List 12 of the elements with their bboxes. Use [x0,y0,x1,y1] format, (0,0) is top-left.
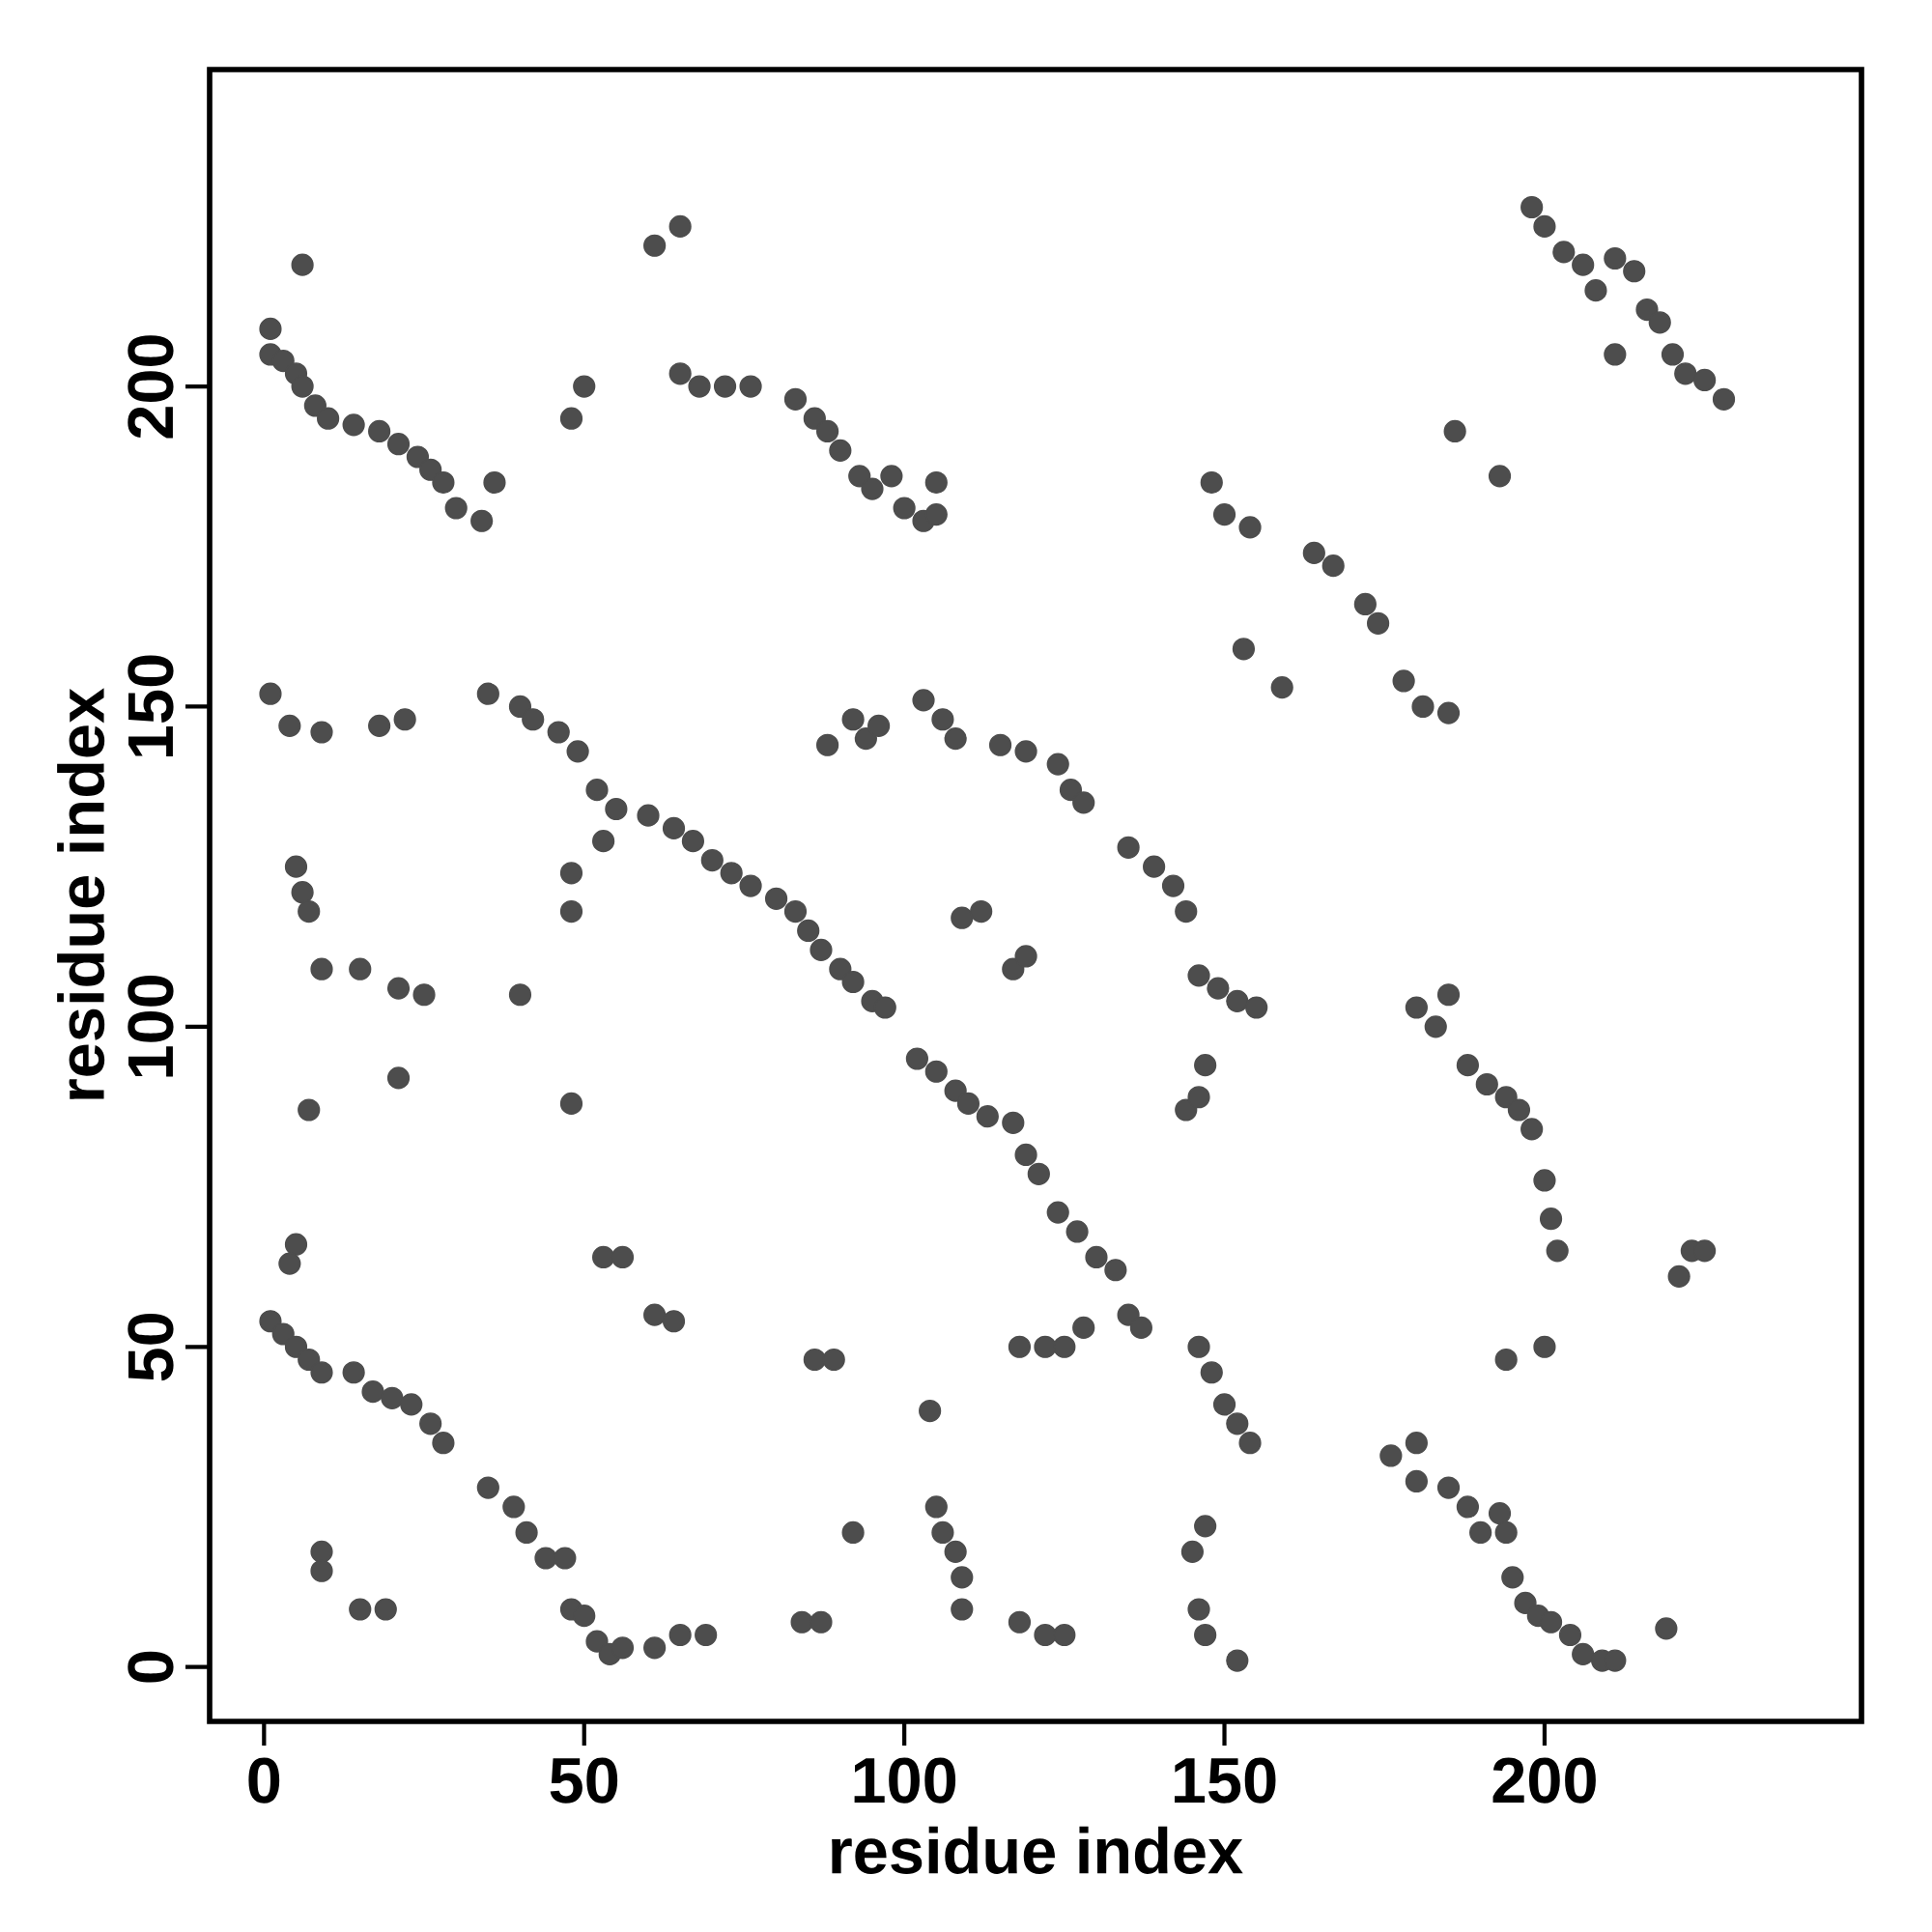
y-tick-label: 100 [128,975,174,1077]
y-tick-label: 150 [128,655,174,756]
x-tick-label: 50 [550,1757,618,1804]
x-tick-label: 150 [1175,1757,1276,1804]
x-axis-title: residue index [832,1826,1243,1874]
x-tick-label: 200 [1492,1757,1596,1804]
y-tick-label: 200 [128,335,174,439]
y-tick-label: 50 [128,1313,174,1381]
x-tick-label: 100 [854,1757,956,1804]
x-tick-label: 0 [248,1757,280,1804]
y-axis-title: residue index [57,688,105,1099]
y-tick-label: 0 [128,1651,174,1683]
